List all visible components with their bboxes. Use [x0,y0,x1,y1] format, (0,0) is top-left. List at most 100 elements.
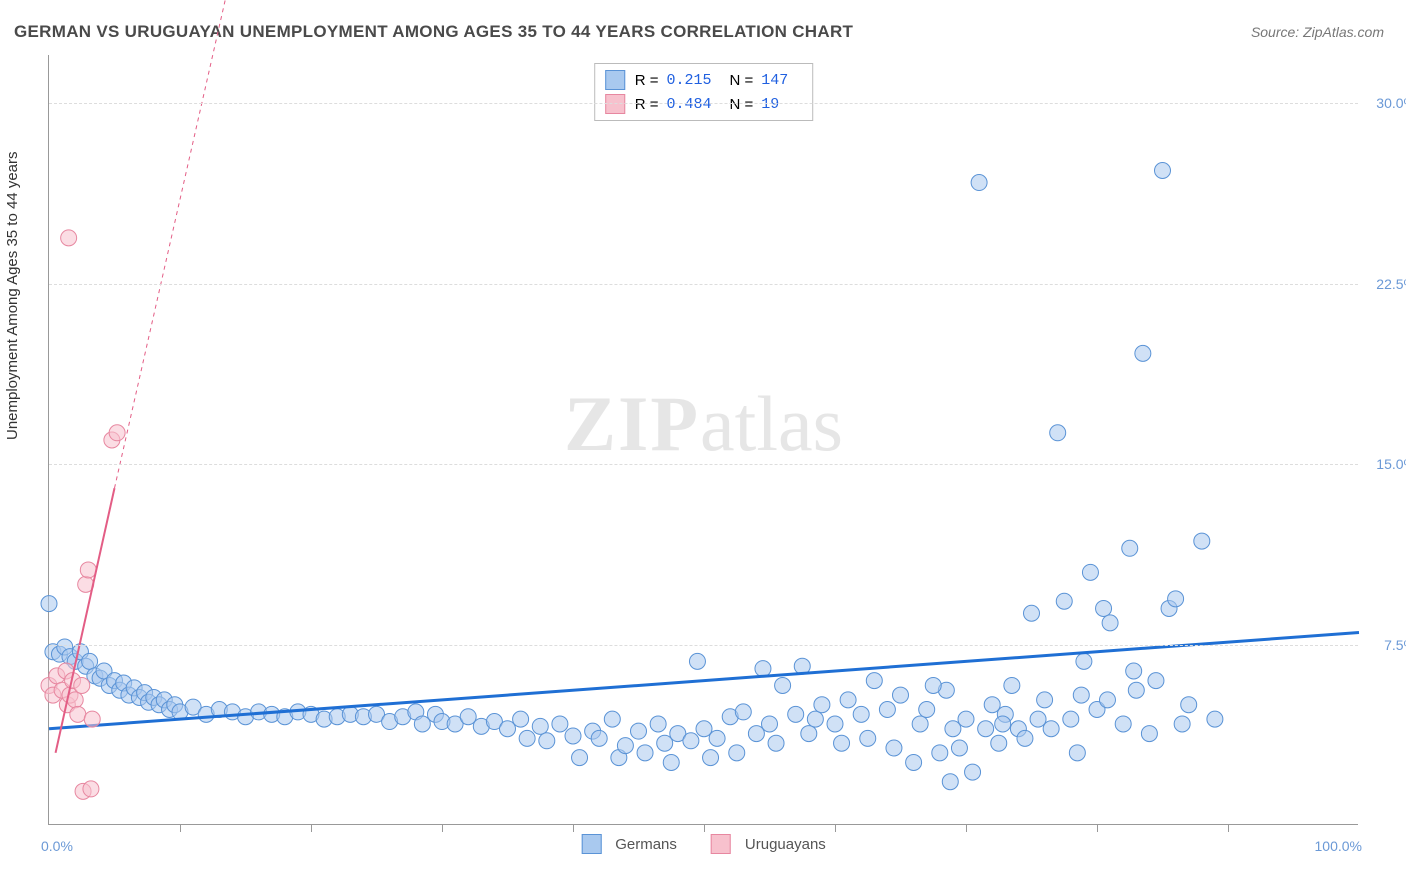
x-tick [835,824,836,832]
data-point [768,735,784,751]
data-point [1004,677,1020,693]
data-point [650,716,666,732]
data-point [729,745,745,761]
legend-swatch [581,834,601,854]
grid-line [49,284,1358,285]
data-point [755,661,771,677]
data-point [1099,692,1115,708]
data-point [84,711,100,727]
data-point [539,733,555,749]
data-point [1096,600,1112,616]
data-point [70,706,86,722]
data-point [657,735,673,751]
n-value: 147 [761,72,788,89]
y-tick-label: 15.0% [1376,456,1406,472]
data-point [82,653,98,669]
x-min-label: 0.0% [41,838,73,854]
y-tick-label: 22.5% [1376,276,1406,292]
data-point [827,716,843,732]
series-legend: Germans Uruguayans [581,834,826,854]
data-point [41,596,57,612]
legend-row: R =0.215N =147 [605,68,803,92]
data-point [663,754,679,770]
data-point [912,716,928,732]
data-point [775,677,791,693]
plot-svg [49,55,1358,824]
data-point [925,677,941,693]
data-point [945,721,961,737]
data-point [919,702,935,718]
data-point [552,716,568,732]
data-point [1115,716,1131,732]
x-tick [966,824,967,832]
data-point [1102,615,1118,631]
data-point [942,774,958,790]
data-point [709,730,725,746]
legend-item: Uruguayans [711,834,826,854]
x-tick [1097,824,1098,832]
data-point [80,562,96,578]
data-point [637,745,653,761]
data-point [591,730,607,746]
data-point [1024,605,1040,621]
trend-line-dash [115,0,246,488]
data-point [991,735,1007,751]
data-point [1194,533,1210,549]
data-point [1037,692,1053,708]
data-point [971,175,987,191]
data-point [617,738,633,754]
data-point [689,653,705,669]
data-point [1174,716,1190,732]
grid-line [49,464,1358,465]
data-point [1076,653,1092,669]
data-point [1056,593,1072,609]
data-point [1043,721,1059,737]
data-point [1017,730,1033,746]
data-point [696,721,712,737]
data-point [61,230,77,246]
data-point [958,711,974,727]
data-point [500,721,516,737]
data-point [1135,345,1151,361]
data-point [1128,682,1144,698]
data-point [565,728,581,744]
data-point [1155,163,1171,179]
data-point [519,730,535,746]
data-point [995,716,1011,732]
r-value: 0.215 [666,72,711,89]
data-point [860,730,876,746]
x-tick [1228,824,1229,832]
data-point [801,726,817,742]
data-point [1030,711,1046,727]
chart-title: GERMAN VS URUGUAYAN UNEMPLOYMENT AMONG A… [14,22,853,42]
legend-item: Germans [581,834,677,854]
data-point [1168,591,1184,607]
data-point [762,716,778,732]
data-point [984,697,1000,713]
data-point [814,697,830,713]
data-point [978,721,994,737]
data-point [866,673,882,689]
data-point [83,781,99,797]
data-point [965,764,981,780]
x-tick [442,824,443,832]
data-point [572,750,588,766]
data-point [834,735,850,751]
data-point [74,677,90,693]
correlation-legend: R =0.215N =147R =0.484N = 19 [594,63,814,121]
data-point [735,704,751,720]
y-axis-label: Unemployment Among Ages 35 to 44 years [4,151,21,440]
data-point [631,723,647,739]
data-point [932,745,948,761]
data-point [893,687,909,703]
legend-swatch [711,834,731,854]
x-tick [573,824,574,832]
data-point [788,706,804,722]
data-point [1082,564,1098,580]
x-max-label: 100.0% [1315,838,1362,854]
data-point [906,754,922,770]
data-point [532,718,548,734]
data-point [853,706,869,722]
x-tick [311,824,312,832]
chart-container: GERMAN VS URUGUAYAN UNEMPLOYMENT AMONG A… [0,0,1406,892]
